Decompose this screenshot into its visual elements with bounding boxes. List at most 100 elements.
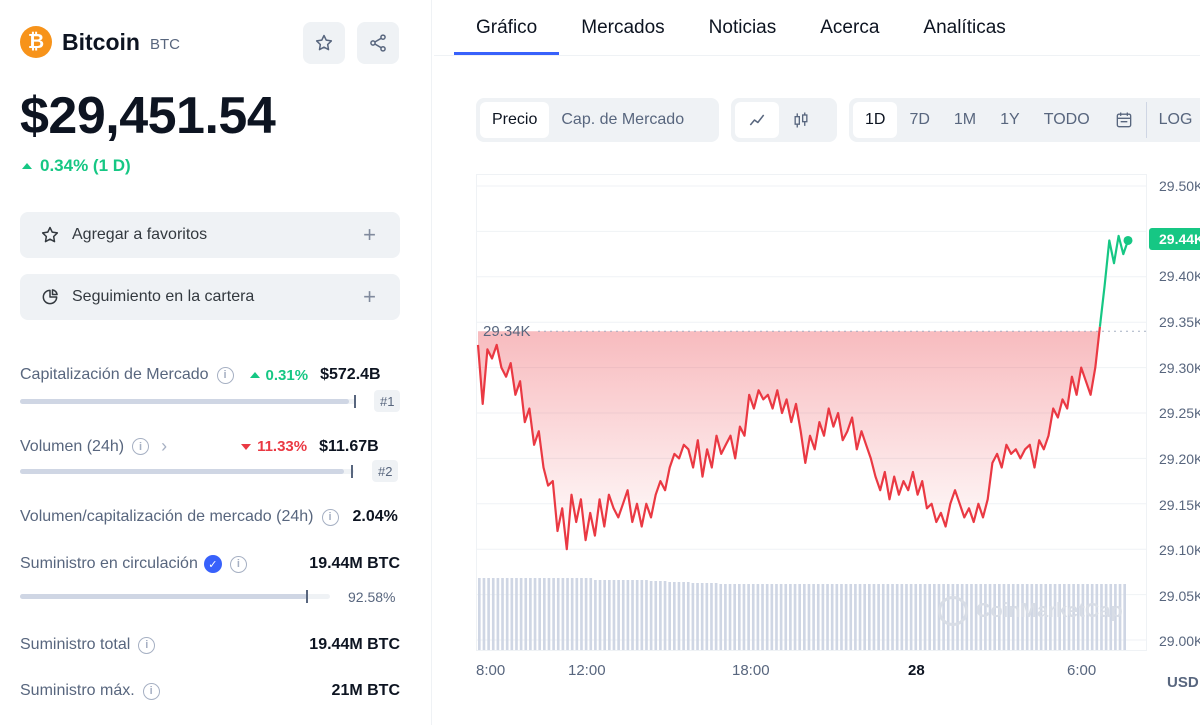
share-icon (370, 34, 386, 52)
volume-bar (1072, 584, 1075, 650)
volume-bar (515, 578, 518, 650)
market-cap-toggle[interactable]: Cap. de Mercado (561, 111, 685, 128)
volume-bar (812, 584, 815, 650)
volume-bar (1007, 584, 1010, 650)
volume-bar (700, 583, 704, 650)
coin-sidebar: ₿ Bitcoin BTC $29,451.54 0.34% (1 D) Agr… (0, 0, 432, 725)
volume-bar (566, 578, 569, 650)
volume-bar (547, 578, 551, 650)
volume-bar (988, 584, 992, 650)
bar-fill (20, 594, 307, 599)
log-scale-toggle[interactable]: LOG (1145, 102, 1200, 138)
volume-bar (556, 578, 560, 650)
track-portfolio-button[interactable]: Seguimiento en la cartera + (20, 274, 400, 320)
tab-analytics[interactable]: Analíticas (923, 16, 1006, 38)
volume-bar (710, 583, 713, 650)
y-tick: 29.25K (1159, 405, 1200, 421)
volume-bar (1076, 584, 1080, 650)
add-to-favorites-label: Agregar a favoritos (72, 226, 208, 243)
volume-bar (993, 584, 996, 650)
tab-news[interactable]: Noticias (708, 16, 777, 38)
volume-bar (686, 582, 690, 650)
volume-bar (570, 578, 574, 650)
volume-bar (779, 584, 783, 650)
volume-bar (1044, 584, 1048, 650)
volume-bar (510, 578, 514, 650)
volume-bar (868, 584, 871, 650)
y-tick: 29.40K (1159, 268, 1200, 284)
volume-bar (1104, 584, 1108, 650)
tab-chart[interactable]: Gráfico (453, 0, 560, 55)
info-icon[interactable]: i (321, 508, 339, 526)
range-1d[interactable]: 1D (853, 102, 898, 138)
caret-up-icon (249, 372, 260, 378)
price-toggle[interactable]: Precio (480, 102, 550, 138)
rank-badge: #2 (372, 460, 399, 482)
x-tick: 8:00 (476, 662, 506, 679)
info-icon[interactable]: i (132, 438, 150, 455)
volume-bar (775, 584, 778, 650)
volume-bar (505, 578, 509, 650)
x-tick: 18:00 (732, 662, 770, 679)
volume-bar (1063, 584, 1066, 650)
volume-bar (891, 584, 894, 650)
volume-bar (682, 582, 685, 650)
range-all[interactable]: TODO (1043, 111, 1090, 128)
stat-value: 2.04% (352, 508, 398, 525)
volume-bar (603, 580, 606, 650)
volume-bar (696, 583, 699, 650)
coin-symbol: BTC (149, 36, 180, 53)
volume-bar (1086, 584, 1089, 650)
tab-markets[interactable]: Mercados (581, 16, 665, 38)
range-7d[interactable]: 7D (909, 111, 930, 128)
chart-type-toggle: Precio Cap. de Mercado (476, 98, 719, 142)
tab-about[interactable]: Acerca (820, 16, 880, 38)
info-icon[interactable]: i (142, 682, 160, 700)
price-change-value: 0.34% (1 D) (40, 156, 131, 175)
volume-bar (761, 584, 764, 650)
price-chart[interactable] (476, 174, 1200, 674)
info-icon[interactable]: i (138, 636, 156, 654)
volume-bar (840, 584, 843, 650)
date-range-button[interactable] (1102, 102, 1146, 138)
coinmarketcap-watermark: CoinMarketCap (938, 596, 1123, 626)
volume-bar (491, 578, 495, 650)
range-1y[interactable]: 1Y (1000, 111, 1020, 128)
currency-label: USD (1167, 674, 1199, 691)
add-to-favorites-button[interactable]: Agregar a favoritos + (20, 212, 400, 258)
time-range-toggle: 1D 7D 1M 1Y TODO LOG (849, 98, 1200, 142)
volume-bar (1090, 584, 1094, 650)
verified-check-icon: ✓ (203, 555, 222, 573)
circulating-supply-bar (20, 590, 330, 603)
stat-max-supply: Suministro máx. i 21M BTC (20, 682, 432, 700)
volume-bar (1123, 584, 1126, 650)
stat-market-cap: Capitalización de Mercado i 0.31% $572.4… (20, 366, 432, 384)
candlestick-icon (794, 112, 808, 128)
volume-bar (598, 580, 602, 650)
volume-bar (881, 584, 885, 650)
volume-bar (765, 584, 769, 650)
volume-bar (1095, 584, 1099, 650)
info-icon[interactable]: i (216, 366, 234, 384)
chevron-right-icon[interactable]: › (161, 436, 168, 456)
volume-bar (1109, 584, 1113, 650)
candlestick-button[interactable] (779, 102, 823, 138)
circulating-supply-percent: 92.58% (348, 589, 396, 605)
share-button[interactable] (357, 22, 399, 64)
volume-bar (691, 583, 695, 650)
volume-bar (747, 584, 750, 650)
volume-bar (487, 578, 490, 650)
stat-total-supply: Suministro total i 19.44M BTC (20, 636, 432, 654)
volume-bar (789, 584, 792, 650)
volume-bar (501, 578, 504, 650)
line-chart-button[interactable] (735, 102, 779, 138)
volume-bar (673, 582, 676, 650)
volume-bar (807, 584, 811, 650)
volume-bar (756, 584, 760, 650)
bar-fill (20, 469, 344, 474)
volume-bar (816, 584, 820, 650)
range-1m[interactable]: 1M (953, 111, 977, 128)
watchlist-star-button[interactable] (303, 22, 345, 64)
y-tick: 29.10K (1159, 542, 1200, 558)
info-icon[interactable]: i (229, 555, 247, 573)
